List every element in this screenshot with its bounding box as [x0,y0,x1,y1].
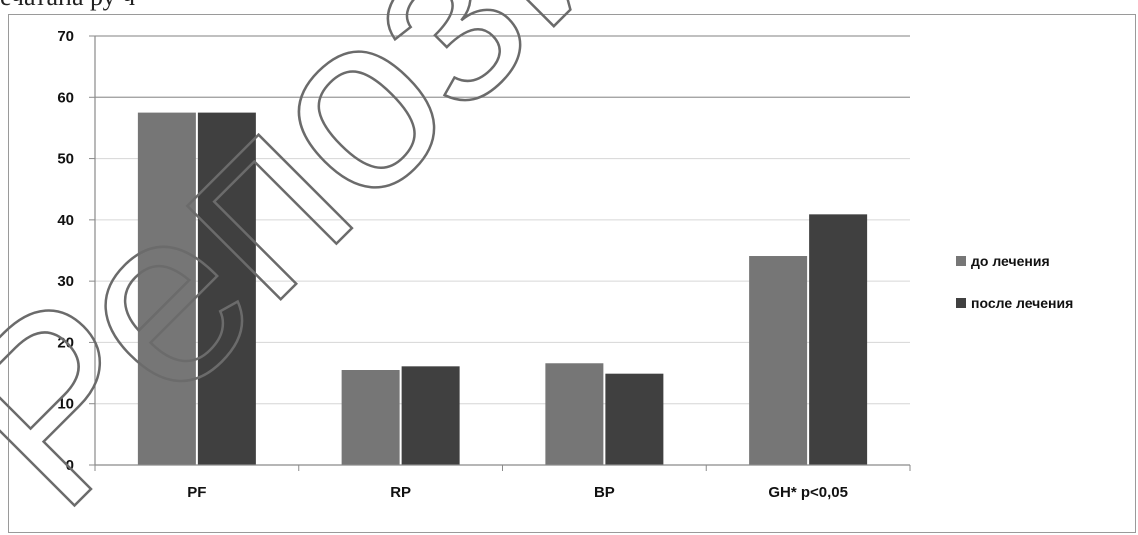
x-tick-label-2: BP [594,484,615,501]
page-top-text: ечатана ру ч [0,0,135,12]
y-tick-label-60: 60 [57,89,74,106]
bar-pf-series-1 [197,112,256,465]
legend-label-posle-lecheniya: после лечения [971,295,1073,311]
bar-rp-series-0 [341,370,400,465]
legend-swatch-do-lecheniya [956,256,966,266]
bar-bp-series-1 [605,373,664,465]
bars [137,112,868,465]
x-tick-label-3: GH* p<0,05 [768,484,848,501]
legend-swatch-posle-lecheniya [956,298,966,308]
legend: до лечения после лечения [956,253,1073,311]
y-tick-labels: 0 10 20 30 40 50 60 70 [57,28,74,474]
legend-label-do-lecheniya: до лечения [971,253,1050,269]
bar-rp-series-1 [401,366,460,465]
y-tick-label-40: 40 [57,212,74,229]
bar-bp-series-0 [545,363,604,465]
y-tick-label-50: 50 [57,151,74,168]
y-tick-label-70: 70 [57,28,74,45]
y-tick-label-0: 0 [66,457,74,474]
y-tick-label-10: 10 [57,396,74,413]
bar-gh-series-0 [749,256,808,465]
y-tick-label-30: 30 [57,273,74,290]
x-tick-label-0: PF [187,484,206,501]
y-tick-label-20: 20 [57,334,74,351]
bar-gh-series-1 [809,214,868,465]
x-tick-label-1: RP [390,484,411,501]
x-tick-labels: PF RP BP GH* p<0,05 [94,465,911,501]
bar-pf-series-0 [137,112,196,465]
